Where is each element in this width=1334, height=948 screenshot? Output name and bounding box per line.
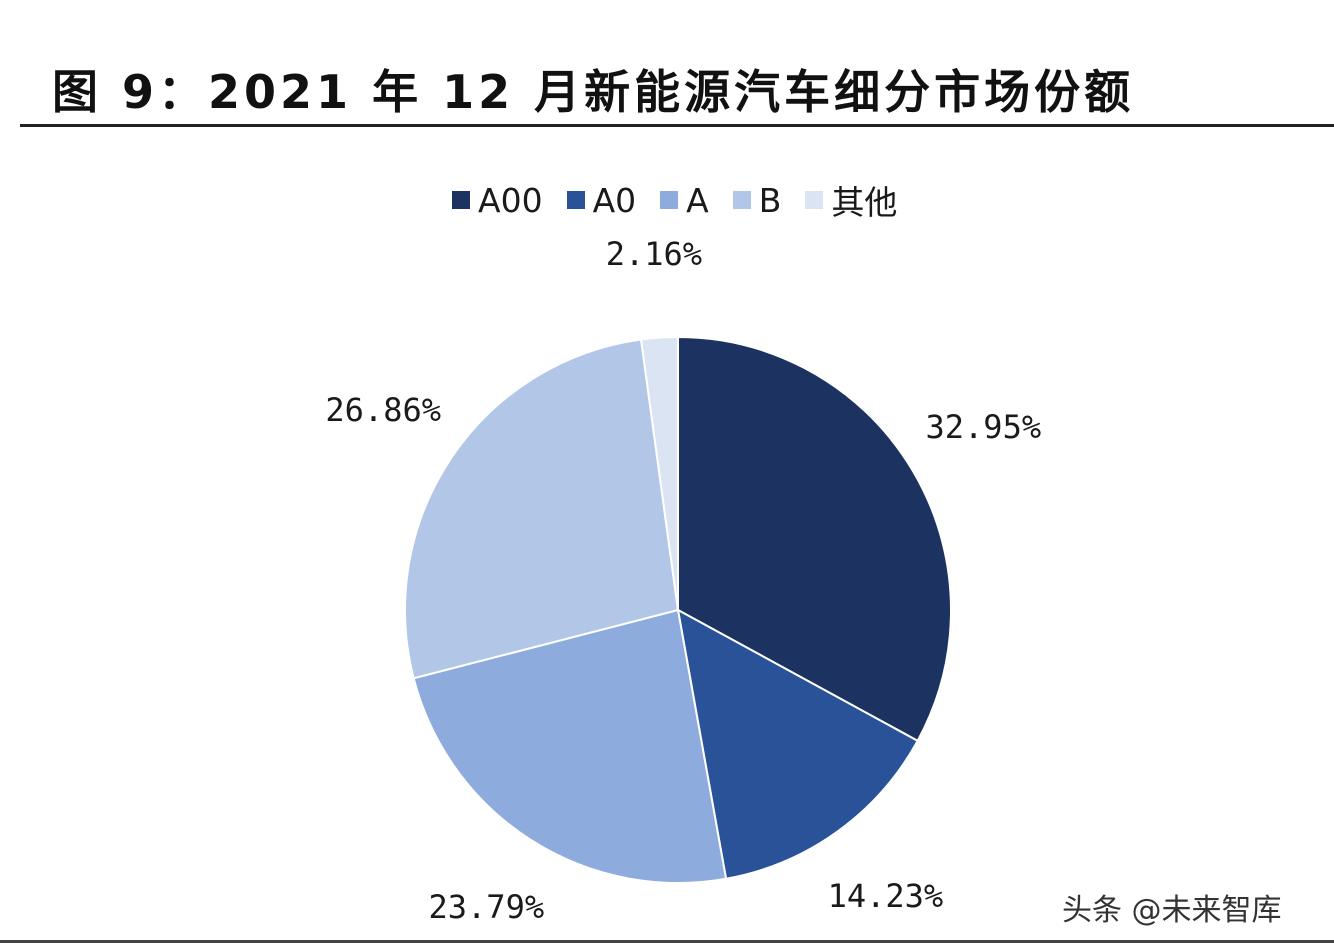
legend-item-other: 其他 xyxy=(805,176,897,224)
legend-swatch-b xyxy=(732,191,751,209)
pie-slice-a0 xyxy=(676,608,919,880)
legend-swatch-a xyxy=(660,191,679,209)
pie-slice-a00 xyxy=(677,335,952,743)
pie-slice-other xyxy=(639,335,679,611)
pie-slice-a xyxy=(412,608,728,884)
data-label-a: 23.79% xyxy=(429,888,545,926)
chart-legend: A00 A0 A B 其他 xyxy=(452,176,897,224)
legend-item-a: A xyxy=(660,181,709,220)
legend-label-a0: A0 xyxy=(592,180,637,220)
legend-swatch-other xyxy=(805,191,824,209)
legend-label-a: A xyxy=(686,180,709,220)
data-label-a0: 14.23% xyxy=(828,877,944,915)
legend-label-other: 其他 xyxy=(831,183,898,222)
title-underline xyxy=(20,124,1334,127)
legend-item-b: B xyxy=(732,180,782,220)
watermark-text: 头条 @未来智库 xyxy=(1062,893,1282,928)
bottom-rule xyxy=(0,940,1334,943)
legend-swatch-a0 xyxy=(566,191,585,209)
figure-title: 图 9：2021 年 12 月新能源汽车细分市场份额 xyxy=(52,65,1135,119)
pie-slice-b xyxy=(403,338,680,680)
legend-label-a00: A00 xyxy=(478,180,543,220)
legend-item-a0: A0 xyxy=(566,180,637,220)
data-label-a00: 32.95% xyxy=(926,408,1042,446)
legend-item-a00: A00 xyxy=(452,181,543,220)
legend-label-b: B xyxy=(758,180,782,220)
data-label-other: 2.16% xyxy=(606,235,702,273)
legend-swatch-a00 xyxy=(452,191,470,209)
data-label-b: 26.86% xyxy=(325,391,441,429)
